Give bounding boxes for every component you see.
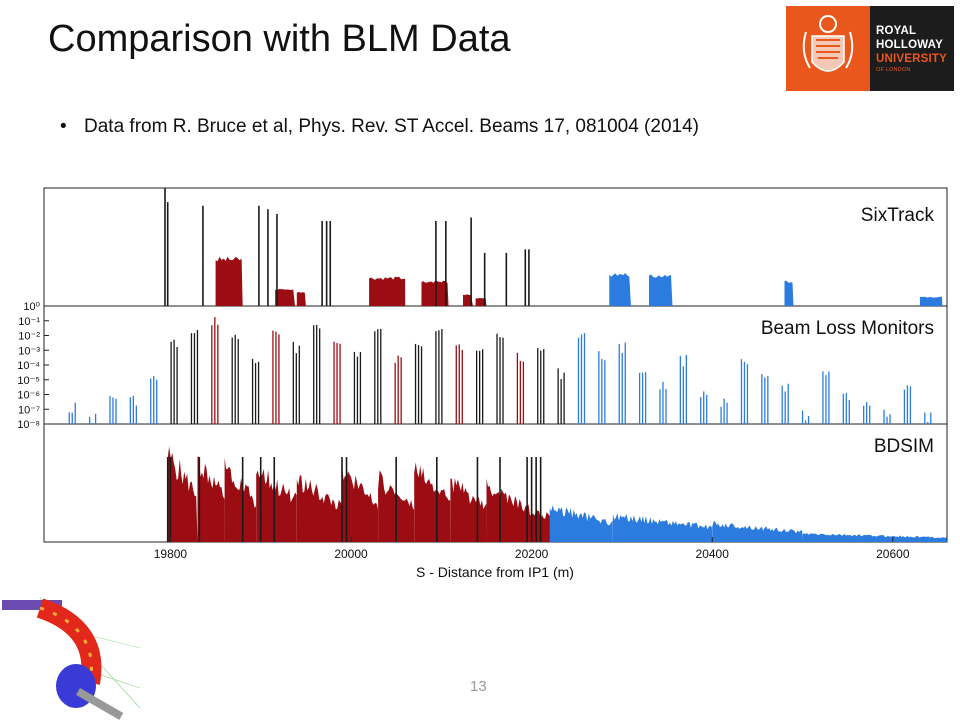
bullet-item: • Data from R. Bruce et al, Phys. Rev. ST…	[60, 116, 699, 138]
axes: 19800 20000 20200 20400 20600	[154, 537, 910, 561]
sixtrack-block	[475, 298, 487, 306]
bdsim-loss-area	[296, 475, 342, 542]
bullet-dot-icon: •	[60, 116, 67, 137]
blm-y-tick-label: 10⁻⁶	[17, 390, 40, 402]
bdsim-loss-area	[256, 468, 297, 542]
bdsim-loss-area	[486, 478, 532, 542]
beamline-render-image	[2, 597, 141, 720]
bdsim-loss-area	[549, 505, 613, 542]
bdsim-loss-area	[167, 446, 198, 542]
sixtrack-block	[369, 276, 406, 306]
sixtrack-block	[649, 274, 673, 306]
sixtrack-block	[296, 292, 306, 306]
x-tick-label: 20200	[515, 547, 549, 561]
sixtrack-block	[784, 280, 794, 306]
sixtrack-block	[421, 280, 449, 306]
x-tick-label: 19800	[154, 547, 188, 561]
crest-icon	[786, 6, 870, 91]
blm-y-tick-label: 10⁻⁵	[17, 375, 40, 387]
panel-bdsim	[166, 446, 947, 542]
sixtrack-block	[275, 288, 296, 306]
blm-y-tick-label: 10⁻²	[18, 331, 40, 343]
panel-label-bdsim: BDSIM	[874, 436, 934, 457]
blm-y-tick-label: 10⁻³	[18, 345, 40, 357]
logo-line-1: ROYAL	[876, 24, 917, 37]
x-tick-label: 20600	[876, 547, 910, 561]
panel-sixtrack	[164, 188, 943, 306]
x-tick-label: 20400	[696, 547, 730, 561]
bdsim-loss-area	[612, 513, 713, 542]
blm-y-tick-label: 10⁻⁷	[18, 404, 40, 416]
bdsim-loss-area	[197, 456, 225, 542]
university-logo: ROYAL HOLLOWAY UNIVERSITY OF LONDON	[786, 6, 954, 91]
bdsim-loss-area	[712, 521, 803, 542]
panel-label-blm: Beam Loss Monitors	[761, 318, 934, 339]
panel-label-sixtrack: SixTrack	[861, 205, 935, 226]
x-tick-label: 20000	[334, 547, 368, 561]
logo-line-4: OF LONDON	[876, 66, 911, 73]
loss-map-chart: 10⁰ 10⁻¹ 10⁻² 10⁻³ 10⁻⁴ 10⁻⁵ 10⁻⁶ 10⁻⁷ 10⁻⁸ 1980…	[17, 187, 948, 580]
page-number: 13	[470, 678, 487, 695]
blm-y-tick-label: 10⁻¹	[18, 316, 40, 328]
logo-line-2: HOLLOWAY	[876, 38, 943, 51]
bdsim-loss-area	[341, 462, 379, 542]
bdsim-loss-area	[802, 533, 947, 542]
bdsim-loss-area	[224, 457, 257, 542]
bullet-text: Data from R. Bruce et al, Phys. Rev. ST …	[84, 116, 699, 137]
x-axis-label: S - Distance from IP1 (m)	[416, 564, 574, 580]
bdsim-loss-area	[414, 462, 451, 542]
sixtrack-block	[215, 256, 243, 306]
slide-title: Comparison with BLM Data	[48, 18, 511, 60]
panel-blm: 10⁰ 10⁻¹ 10⁻² 10⁻³ 10⁻⁴ 10⁻⁵ 10⁻⁶ 10⁻⁷ 10⁻⁸	[17, 301, 932, 431]
blm-y-tick-label: 10⁻⁸	[17, 419, 40, 431]
sixtrack-block	[919, 296, 943, 306]
sixtrack-block	[609, 273, 631, 306]
bdsim-loss-area	[450, 478, 487, 542]
blm-y-tick-label: 10⁰	[23, 301, 40, 313]
blm-y-tick-label: 10⁻⁴	[17, 360, 40, 372]
logo-line-3: UNIVERSITY	[876, 52, 948, 65]
logo-wordmark: ROYAL HOLLOWAY UNIVERSITY OF LONDON	[870, 6, 954, 91]
